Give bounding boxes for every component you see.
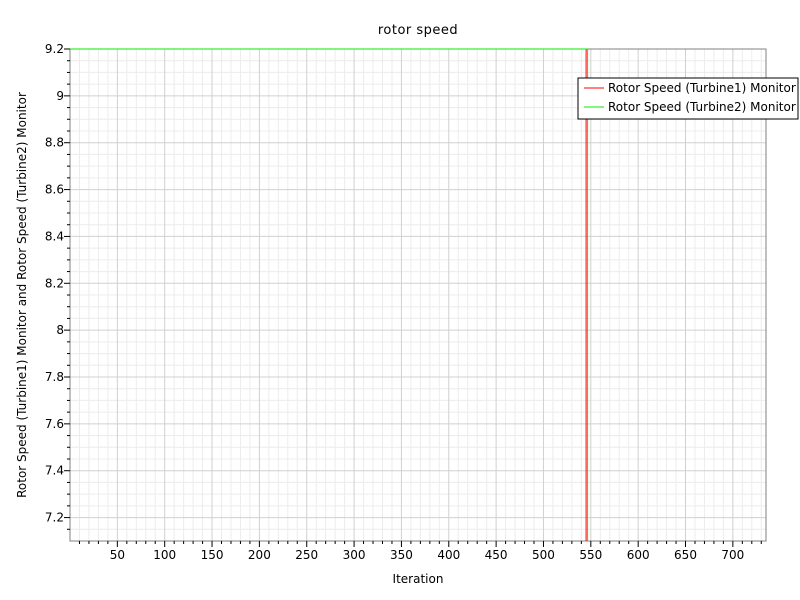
y-tick-label: 7.8 xyxy=(45,370,64,384)
y-axis: 7.2 7.4 7.6 7.8 8 8.2 8.4 8.6 8.8 9 9.2 xyxy=(45,42,70,530)
series-line-2 xyxy=(70,48,589,541)
x-tick-label: 300 xyxy=(343,548,366,562)
legend-label-1: Rotor Speed (Turbine1) Monitor xyxy=(608,81,796,95)
x-tick-label: 250 xyxy=(295,548,318,562)
x-tick-label: 700 xyxy=(721,548,744,562)
x-tick-label: 50 xyxy=(110,548,125,562)
major-grid xyxy=(70,48,766,541)
y-tick-label: 7.2 xyxy=(45,511,64,525)
y-tick-label: 8.2 xyxy=(45,276,64,290)
x-axis-title: Iteration xyxy=(393,572,444,586)
y-tick-label: 9 xyxy=(56,89,64,103)
y-tick-label: 8.4 xyxy=(45,229,64,243)
minor-grid xyxy=(70,49,766,541)
chart-title: rotor speed xyxy=(378,23,458,38)
x-axis: 50 100 150 200 250 300 350 400 450 500 550 600 650 70… xyxy=(78,541,762,562)
y-tick-label: 8.8 xyxy=(45,136,64,150)
y-tick-label: 8 xyxy=(56,323,64,337)
x-tick-label: 200 xyxy=(248,548,271,562)
y-tick-label: 7.6 xyxy=(45,417,64,431)
y-tick-label: 7.4 xyxy=(45,464,64,478)
x-tick-label: 550 xyxy=(579,548,602,562)
x-tick-label: 150 xyxy=(201,548,224,562)
x-tick-label: 450 xyxy=(485,548,508,562)
x-tick-label: 500 xyxy=(532,548,555,562)
y-tick-label: 8.6 xyxy=(45,183,64,197)
legend-box xyxy=(577,77,799,120)
y-axis-title: Rotor Speed (Turbine1) Monitor and Rotor… xyxy=(15,92,29,498)
x-tick-label: 100 xyxy=(153,548,176,562)
legend: Rotor Speed (Turbine1) Monitor Rotor Spee… xyxy=(577,77,799,120)
x-tick-label: 350 xyxy=(390,548,413,562)
series-layer xyxy=(70,48,589,541)
x-tick-label: 600 xyxy=(627,548,650,562)
x-tick-label: 650 xyxy=(674,548,697,562)
x-tick-label: 400 xyxy=(437,548,460,562)
legend-label-2: Rotor Speed (Turbine2) Monitor xyxy=(608,100,796,114)
y-tick-label: 9.2 xyxy=(45,42,64,56)
